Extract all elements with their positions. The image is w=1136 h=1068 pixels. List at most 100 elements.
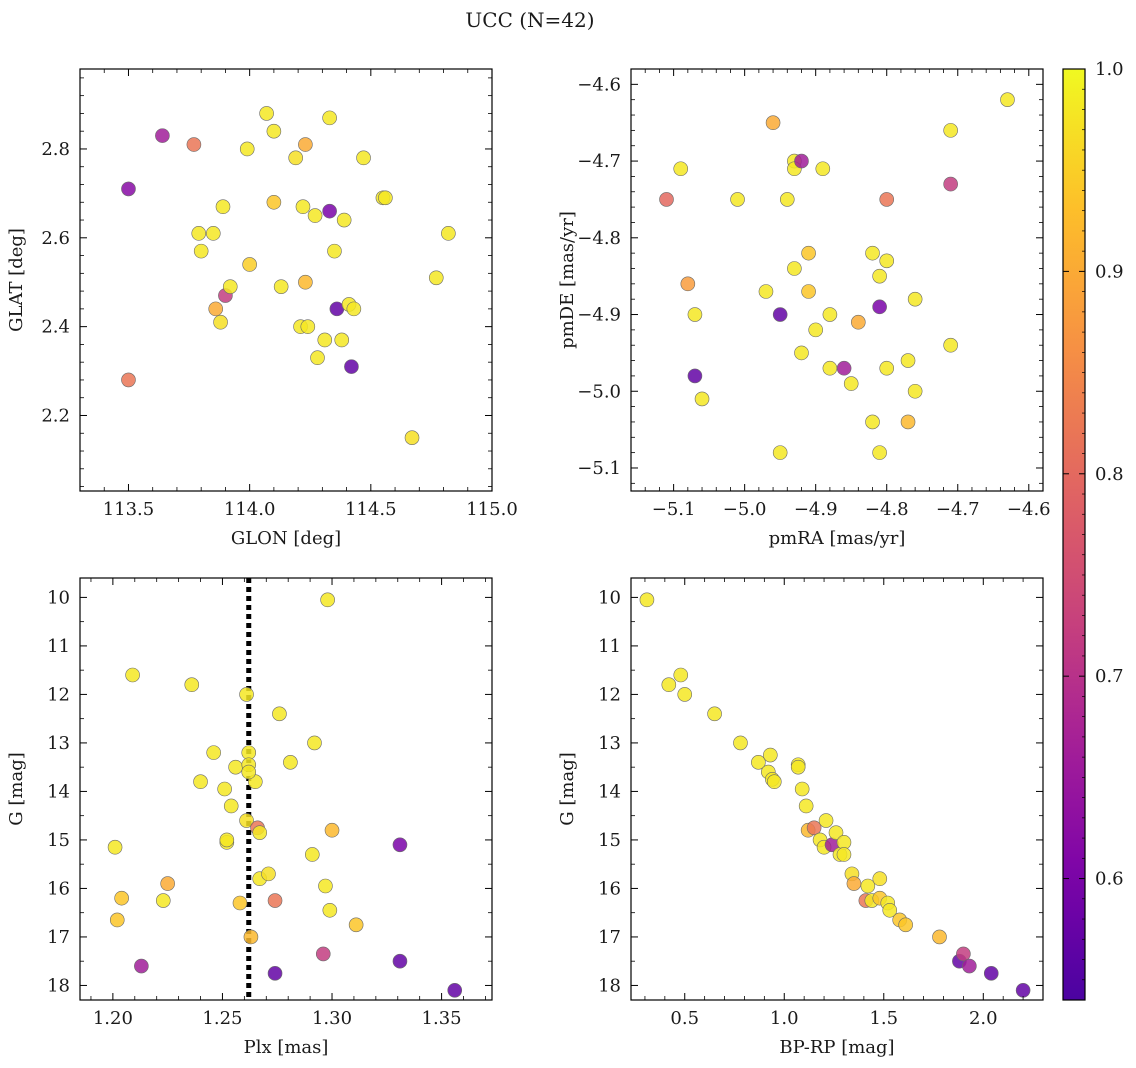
scatter-point — [241, 764, 257, 780]
y-tick-label: 16 — [598, 878, 621, 899]
scatter-point — [267, 966, 283, 981]
scatter-point — [794, 781, 810, 797]
scatter-point — [1000, 92, 1015, 107]
scatter-point — [206, 745, 221, 760]
colorbar-tick-label: 0.9 — [1095, 261, 1124, 282]
scatter-point — [266, 194, 282, 210]
scatter-point — [392, 953, 408, 969]
x-tick-label: 1.0 — [770, 1008, 799, 1029]
scatter-point — [288, 150, 303, 166]
scatter-point — [428, 270, 444, 286]
scatter-point — [879, 253, 895, 269]
scatter-point — [882, 902, 898, 918]
scatter-point — [907, 383, 923, 399]
scatter-point — [983, 966, 999, 981]
x-tick-label: 1.5 — [869, 1008, 898, 1029]
scatter-point — [943, 123, 958, 138]
y-tick-label: 18 — [47, 975, 70, 996]
scatter-point — [767, 774, 782, 790]
scatter-point — [900, 353, 916, 368]
scatter-point — [730, 192, 745, 207]
scatter-point — [217, 781, 232, 797]
scatter-point — [213, 314, 228, 330]
scatter-point — [243, 929, 259, 945]
scatter-point — [794, 153, 809, 169]
x-tick-label: 1.35 — [422, 1008, 462, 1029]
scatter-point — [851, 314, 866, 330]
scatter-point — [193, 243, 209, 259]
y-tick-label: 10 — [47, 587, 70, 608]
scatter-point — [673, 161, 689, 177]
x-tick-label: 113.5 — [103, 499, 155, 520]
scatter-points — [107, 578, 463, 1000]
scatter-point — [239, 141, 255, 157]
scatter-point — [134, 958, 149, 974]
scatter-point — [794, 345, 809, 361]
scatter-points — [659, 92, 1015, 460]
scatter-point — [680, 276, 696, 292]
panel-proper-motion: −5.1 −5.0 −4.9 −4.8 −4.7 −4.6 −5.1 −5.0 −4.9 −4.8… — [557, 68, 1051, 549]
scatter-point — [687, 368, 703, 384]
scatter-point — [272, 706, 287, 722]
scatter-point — [956, 946, 971, 962]
scatter-point — [818, 813, 834, 828]
scatter-point — [318, 878, 333, 894]
scatter-point — [205, 226, 221, 241]
scatter-point — [758, 284, 774, 299]
scatter-point — [860, 878, 876, 894]
scatter-point — [943, 176, 958, 192]
colorbar: 0.6 0.7 0.8 0.9 1.0 — [1062, 59, 1124, 1001]
scatter-point — [222, 279, 238, 294]
scatter-point — [772, 307, 788, 322]
y-tick-label: −5.0 — [577, 381, 621, 402]
figure-title: UCC (N=42) — [465, 8, 594, 32]
scatter-point — [677, 687, 693, 702]
scatter-point — [836, 847, 852, 862]
x-axis-label: GLON [deg] — [231, 528, 341, 549]
scatter-point — [898, 917, 913, 933]
y-tick-label: 17 — [47, 927, 70, 948]
scatter-point — [687, 307, 703, 322]
y-tick-label: −4.8 — [577, 228, 621, 249]
scatter-point — [843, 376, 859, 391]
scatter-point — [765, 115, 781, 131]
scatter-point — [836, 360, 852, 376]
scatter-point — [184, 677, 200, 693]
scatter-point — [865, 414, 880, 430]
scatter-point — [943, 337, 958, 353]
scatter-point — [879, 360, 895, 376]
scatter-point — [125, 667, 140, 683]
scatter-point — [801, 245, 816, 261]
scatter-point — [109, 912, 125, 928]
scatter-point — [907, 291, 923, 307]
scatter-point — [228, 759, 243, 775]
scatter-point — [283, 755, 298, 770]
y-tick-label: 14 — [598, 781, 621, 802]
axes-frame — [79, 577, 493, 1001]
scatter-point — [1015, 982, 1031, 998]
x-axis-label: BP-RP [mag] — [779, 1037, 894, 1058]
scatter-point — [239, 687, 254, 702]
scatter-point — [806, 820, 822, 836]
scatter-point — [872, 871, 888, 887]
scatter-points — [639, 592, 1031, 998]
y-tick-label: 16 — [47, 878, 70, 899]
scatter-point — [661, 677, 677, 693]
scatter-point — [356, 150, 371, 166]
y-tick-label: 17 — [598, 927, 621, 948]
y-axis-label: G [mag] — [6, 752, 27, 825]
scatter-point — [865, 245, 880, 261]
panel-position: 113.5 114.0 114.5 115.0 2.2 2.4 2.6 2.8 GLON [de… — [6, 68, 518, 549]
y-tick-label: 12 — [598, 684, 621, 705]
scatter-point — [191, 226, 207, 241]
scatter-point — [846, 876, 862, 891]
scatter-point — [441, 226, 456, 241]
y-axis-label: G [mag] — [557, 752, 578, 825]
scatter-point — [239, 813, 254, 828]
scatter-point — [447, 982, 463, 998]
panels: 113.5 114.0 114.5 115.0 2.2 2.4 2.6 2.8 GLON [de… — [6, 68, 1051, 1058]
scatter-point — [828, 825, 844, 840]
scatter-point — [186, 137, 202, 152]
scatter-point — [822, 360, 838, 376]
scatter-point — [872, 268, 887, 284]
